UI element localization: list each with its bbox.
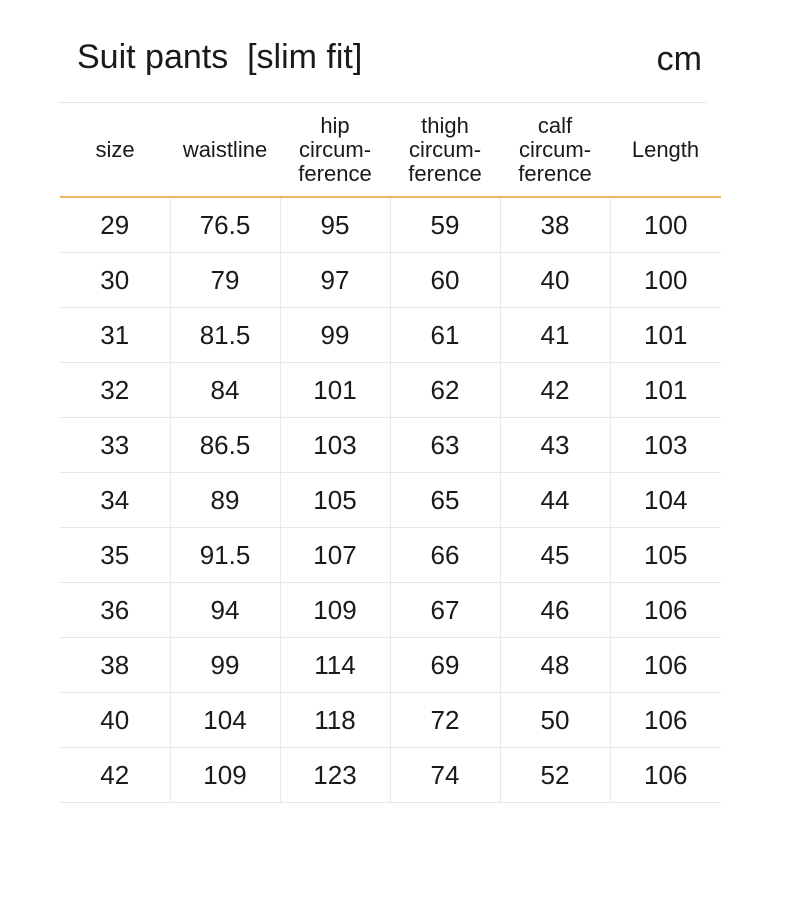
cell-length: 104 <box>609 472 721 528</box>
column-header-waistline: waistline <box>170 104 280 198</box>
column-header-hip-circumference: hip circum- ference <box>280 104 390 198</box>
cell-length: 105 <box>609 527 721 583</box>
column-header-size: size <box>60 104 170 198</box>
table-row: 32 84 101 62 42 101 <box>60 362 721 418</box>
cell-thigh: 66 <box>389 527 500 583</box>
cell-calf: 44 <box>499 472 610 528</box>
cell-thigh: 74 <box>389 747 500 803</box>
cell-calf: 48 <box>499 637 610 693</box>
cell-waistline: 79 <box>169 252 280 308</box>
table-row: 33 86.5 103 63 43 103 <box>60 417 721 473</box>
cell-length: 100 <box>609 252 721 308</box>
cell-hip: 109 <box>279 582 390 638</box>
table-header-row: size waistline hip circum- ference thigh… <box>60 104 721 198</box>
cell-hip: 118 <box>279 692 390 748</box>
cell-hip: 101 <box>279 362 390 418</box>
cell-waistline: 99 <box>169 637 280 693</box>
cell-thigh: 60 <box>389 252 500 308</box>
cell-length: 106 <box>609 637 721 693</box>
cell-waistline: 89 <box>169 472 280 528</box>
cell-calf: 45 <box>499 527 610 583</box>
cell-calf: 52 <box>499 747 610 803</box>
table-row: 36 94 109 67 46 106 <box>60 582 721 638</box>
column-header-calf-circumference: calf circum- ference <box>500 104 610 198</box>
cell-waistline: 104 <box>169 692 280 748</box>
cell-waistline: 84 <box>169 362 280 418</box>
cell-thigh: 72 <box>389 692 500 748</box>
cell-waistline: 86.5 <box>169 417 280 473</box>
table-row: 40 104 118 72 50 106 <box>60 692 721 748</box>
cell-length: 101 <box>609 307 721 363</box>
cell-hip: 107 <box>279 527 390 583</box>
cell-hip: 103 <box>279 417 390 473</box>
cell-calf: 41 <box>499 307 610 363</box>
column-header-thigh-circumference: thigh circum- ference <box>390 104 500 198</box>
cell-calf: 46 <box>499 582 610 638</box>
cell-hip: 99 <box>279 307 390 363</box>
cell-hip: 95 <box>279 197 390 253</box>
cell-size: 30 <box>60 252 170 308</box>
cell-length: 101 <box>609 362 721 418</box>
column-header-length: Length <box>610 104 721 198</box>
cell-length: 106 <box>609 747 721 803</box>
cell-waistline: 76.5 <box>169 197 280 253</box>
cell-calf: 38 <box>499 197 610 253</box>
cell-thigh: 65 <box>389 472 500 528</box>
cell-size: 40 <box>60 692 170 748</box>
cell-waistline: 94 <box>169 582 280 638</box>
cell-length: 103 <box>609 417 721 473</box>
table-row: 30 79 97 60 40 100 <box>60 252 721 308</box>
cell-size: 42 <box>60 747 170 803</box>
cell-waistline: 91.5 <box>169 527 280 583</box>
table-row: 34 89 105 65 44 104 <box>60 472 721 528</box>
cell-waistline: 81.5 <box>169 307 280 363</box>
cell-thigh: 67 <box>389 582 500 638</box>
cell-size: 32 <box>60 362 170 418</box>
table-row: 35 91.5 107 66 45 105 <box>60 527 721 583</box>
size-chart-table: size waistline hip circum- ference thigh… <box>60 104 721 803</box>
cell-size: 38 <box>60 637 170 693</box>
cell-size: 29 <box>60 197 170 253</box>
cell-calf: 42 <box>499 362 610 418</box>
cell-hip: 123 <box>279 747 390 803</box>
cell-hip: 97 <box>279 252 390 308</box>
cell-thigh: 59 <box>389 197 500 253</box>
cell-hip: 114 <box>279 637 390 693</box>
table-row: 38 99 114 69 48 106 <box>60 637 721 693</box>
cell-thigh: 63 <box>389 417 500 473</box>
cell-size: 34 <box>60 472 170 528</box>
table-row: 31 81.5 99 61 41 101 <box>60 307 721 363</box>
table-row: 42 109 123 74 52 106 <box>60 747 721 803</box>
cell-size: 36 <box>60 582 170 638</box>
cell-length: 106 <box>609 582 721 638</box>
table-row: 29 76.5 95 59 38 100 <box>60 197 721 253</box>
cell-waistline: 109 <box>169 747 280 803</box>
title-divider <box>58 102 707 103</box>
cell-length: 106 <box>609 692 721 748</box>
cell-calf: 43 <box>499 417 610 473</box>
cell-thigh: 62 <box>389 362 500 418</box>
cell-thigh: 69 <box>389 637 500 693</box>
cell-size: 31 <box>60 307 170 363</box>
page-title: Suit pants [slim fit] <box>77 38 363 76</box>
title-row: Suit pants [slim fit] cm <box>0 0 790 110</box>
cell-thigh: 61 <box>389 307 500 363</box>
cell-size: 33 <box>60 417 170 473</box>
cell-size: 35 <box>60 527 170 583</box>
unit-label: cm <box>656 40 702 78</box>
cell-calf: 40 <box>499 252 610 308</box>
cell-hip: 105 <box>279 472 390 528</box>
cell-length: 100 <box>609 197 721 253</box>
cell-calf: 50 <box>499 692 610 748</box>
